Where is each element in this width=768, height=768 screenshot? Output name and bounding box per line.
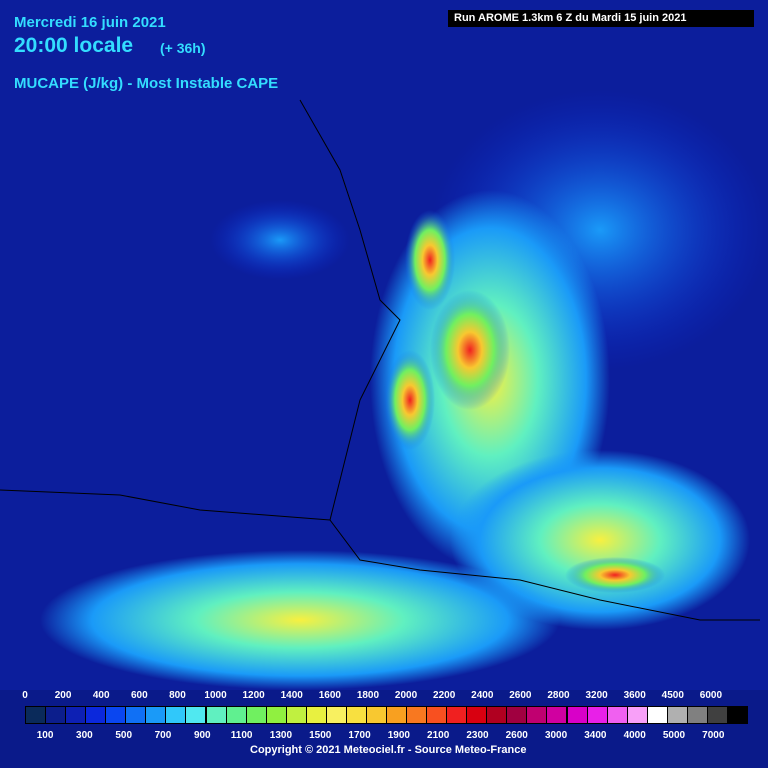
- scale-label: 400: [92, 690, 110, 701]
- color-swatch: [686, 706, 708, 724]
- color-swatch: [285, 706, 307, 724]
- scale-label: 2400: [471, 690, 494, 701]
- color-swatch: [125, 706, 147, 724]
- scale-label: 2000: [394, 690, 418, 701]
- scale-label: 3200: [585, 690, 608, 701]
- scale-label: 800: [169, 690, 186, 701]
- scale-label: 300: [76, 730, 93, 741]
- color-swatch: [225, 706, 247, 724]
- scale-label: 1400: [280, 690, 303, 701]
- scale-label: 4500: [661, 690, 684, 701]
- color-swatch: [105, 706, 127, 724]
- color-swatch: [265, 706, 287, 724]
- scale-label: 1600: [318, 690, 341, 701]
- color-swatch: [145, 706, 167, 724]
- color-swatch: [426, 706, 448, 724]
- field: [40, 550, 560, 690]
- color-swatch: [345, 706, 367, 724]
- color-swatch: [506, 706, 528, 724]
- scale-label: 2200: [433, 690, 456, 701]
- field: [565, 557, 665, 593]
- scale-label: 600: [130, 690, 148, 701]
- parameter: MUCAPE (J/kg) - Most Instable CAPE: [14, 75, 279, 92]
- scale-label: 2600: [509, 690, 532, 701]
- color-swatch: [586, 706, 608, 724]
- scale-label: 100: [36, 730, 54, 741]
- color-swatch: [446, 706, 468, 724]
- scale-label: 1300: [269, 730, 293, 741]
- date: Mercredi 16 juin 2021: [14, 14, 166, 31]
- offset: (+ 36h): [160, 40, 206, 56]
- scale-label: 3400: [584, 730, 607, 741]
- run-label: Run AROME 1.3km 6 Z du Mardi 15 juin 202…: [448, 10, 754, 27]
- scale-label: 1200: [242, 690, 265, 701]
- color-swatch: [406, 706, 428, 724]
- field: [210, 200, 350, 280]
- scale-label: 3000: [544, 730, 568, 741]
- color-swatch: [85, 706, 107, 724]
- scale-label: 6000: [699, 690, 723, 701]
- scale-label: 2100: [427, 730, 450, 741]
- scale-label: 900: [193, 730, 211, 741]
- time: 20:00 locale: [14, 34, 134, 57]
- color-swatch: [606, 706, 628, 724]
- color-swatch: [165, 706, 187, 724]
- color-swatch: [45, 706, 67, 724]
- color-swatch: [526, 706, 548, 724]
- map: [0, 0, 768, 690]
- color-swatch: [666, 706, 688, 724]
- color-swatch: [546, 706, 568, 724]
- color-swatch: [305, 706, 327, 724]
- color-swatch: [646, 706, 668, 724]
- coastline: [0, 489, 331, 521]
- color-swatch: [386, 706, 408, 724]
- scale-label: 1800: [356, 690, 380, 701]
- field: [405, 210, 455, 310]
- color-swatch: [25, 706, 47, 724]
- scale-label: 2300: [466, 730, 489, 741]
- scale-label: 200: [54, 690, 72, 701]
- scale-label: 2800: [547, 690, 570, 701]
- scale-label: 500: [115, 730, 133, 741]
- coastline: [299, 99, 760, 621]
- color-swatch: [245, 706, 267, 724]
- scale-label: 4000: [623, 730, 646, 741]
- color-swatch: [65, 706, 87, 724]
- scale-label: 1100: [230, 730, 253, 741]
- color-swatch: [365, 706, 387, 724]
- color-swatch: [185, 706, 207, 724]
- color-swatch: [626, 706, 648, 724]
- legend: 0 200 400 600 800 1000 1200 1400 1600 1800 2000 220…: [0, 690, 768, 768]
- copyright: Copyright © 2021 Meteociel.fr - Source M…: [250, 744, 527, 756]
- scale-label: 2600: [505, 730, 528, 741]
- scale-label: 700: [154, 730, 172, 741]
- color-swatch: [566, 706, 588, 724]
- color-swatch: [486, 706, 508, 724]
- scale-label: 1700: [348, 730, 371, 741]
- scale-label: 1500: [309, 730, 332, 741]
- color-swatch: [205, 706, 227, 724]
- color-swatch: [466, 706, 488, 724]
- scale-label: 7000: [702, 730, 725, 741]
- field: [430, 290, 510, 410]
- color-swatch: [726, 706, 748, 724]
- field: [385, 350, 435, 450]
- scale-label: 3600: [623, 690, 646, 701]
- scale-label: 1900: [387, 730, 410, 741]
- color-swatch: [706, 706, 728, 724]
- scale-label: 5000: [662, 730, 686, 741]
- scale-label: 1000: [204, 690, 227, 701]
- color-swatch: [325, 706, 347, 724]
- scale-label: 0: [22, 690, 28, 701]
